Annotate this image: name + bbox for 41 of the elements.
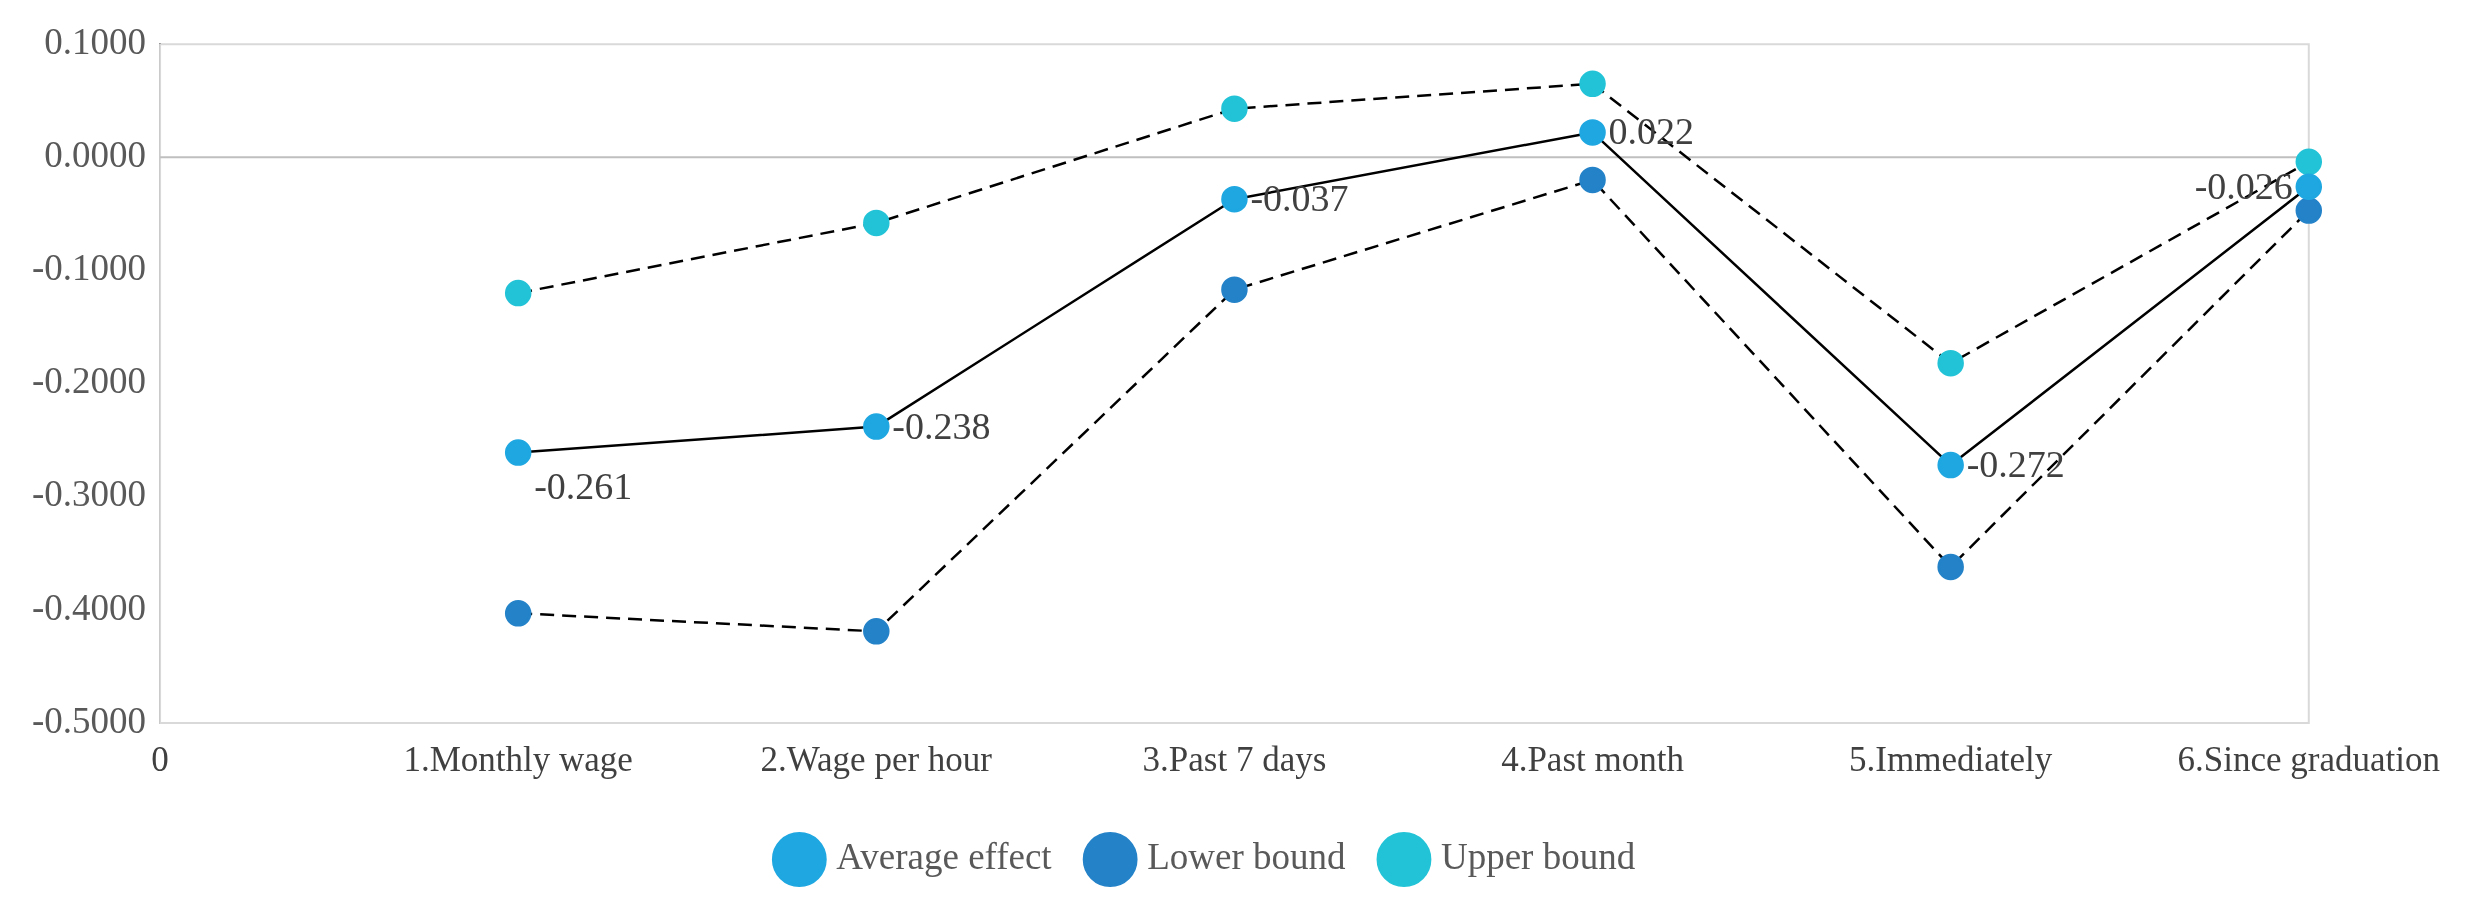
point [1579, 119, 1606, 146]
y-tick-label: -0.4000 [31, 586, 147, 628]
y-tick-label: 0.0000 [44, 134, 147, 176]
point [1579, 70, 1606, 98]
data-label: -0.272 [1966, 443, 2065, 486]
point [1221, 276, 1248, 303]
point [504, 600, 532, 627]
data-label: 0.022 [1608, 110, 1695, 153]
point [863, 209, 890, 237]
point [863, 618, 890, 645]
y-tick-label: 0.1000 [44, 20, 147, 62]
y-tick-label: -0.5000 [31, 699, 147, 741]
point [1221, 95, 1248, 122]
y-tick-label: -0.3000 [31, 473, 147, 515]
x-tick-label: 1.Monthly wage [403, 740, 633, 780]
point [1221, 185, 1248, 213]
x-tick-label: 4.Past month [1501, 740, 1685, 780]
legend-label: Average effect [836, 836, 1053, 878]
point [1937, 451, 1964, 479]
point [1937, 553, 1964, 581]
point [2295, 148, 2323, 176]
data-label: -0.261 [534, 464, 633, 507]
x-tick-label: 0 [151, 740, 169, 780]
point [1579, 166, 1606, 194]
point [863, 413, 890, 440]
y-tick-label: -0.1000 [31, 247, 147, 289]
legend-label: Lower bound [1147, 836, 1346, 878]
data-label: -0.026 [2194, 164, 2293, 207]
x-tick-label: 6.Since graduation [2177, 740, 2440, 780]
x-tick-label: 3.Past 7 days [1142, 740, 1327, 780]
point [504, 439, 532, 466]
x-tick-label: 2.Wage per hour [760, 740, 993, 780]
point [1937, 349, 1964, 377]
x-tick-label: 5.Immediately [1849, 740, 2053, 780]
point [504, 279, 532, 307]
data-label: -0.037 [1250, 177, 1349, 220]
point [2295, 197, 2323, 224]
point [2295, 173, 2323, 200]
y-tick-label: -0.2000 [31, 360, 147, 402]
data-label: -0.238 [892, 404, 991, 447]
legend-label: Upper bound [1440, 836, 1636, 878]
